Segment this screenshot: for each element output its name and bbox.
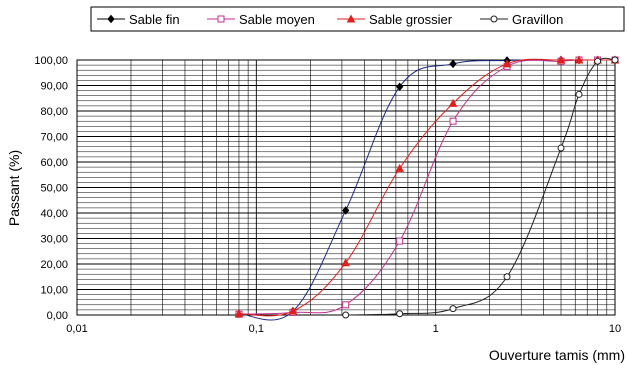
- legend-item: Gravillon: [480, 12, 563, 27]
- legend-label: Sable grossier: [369, 12, 453, 27]
- y-axis-label: Passant (%): [6, 150, 22, 226]
- data-point: [342, 301, 350, 309]
- y-tick-label: 50,00: [40, 183, 68, 195]
- legend-label: Sable fin: [129, 12, 180, 27]
- data-point: [342, 206, 350, 215]
- data-point: [341, 258, 351, 267]
- data-point: [574, 55, 584, 64]
- x-axis-label: Ouverture tamis (mm): [489, 347, 625, 363]
- y-tick-label: 90,00: [40, 81, 68, 93]
- data-point: [396, 310, 404, 318]
- series-gravillon: [342, 56, 619, 319]
- data-point: [288, 306, 298, 315]
- data-point: [342, 311, 350, 319]
- y-tick-label: 10,00: [40, 285, 68, 297]
- y-tick-label: 80,00: [40, 106, 68, 118]
- series-line: [345, 57, 616, 316]
- data-point: [502, 59, 512, 68]
- data-point: [594, 57, 602, 65]
- legend-marker: [490, 15, 498, 23]
- data-point: [611, 56, 619, 64]
- data-point: [449, 117, 457, 125]
- data-point: [449, 305, 457, 313]
- data-point: [503, 273, 511, 281]
- x-tick-label: 0,1: [249, 323, 264, 335]
- x-tick-label: 0,01: [66, 323, 87, 335]
- legend: Sable fin Sable moyen Sable grossier Gravil…: [90, 6, 625, 32]
- legend-item: Sable grossier: [337, 12, 453, 27]
- y-tick-label: 100,00: [34, 55, 68, 67]
- y-tick-label: 20,00: [40, 259, 68, 271]
- legend-marker: [107, 14, 115, 24]
- x-tick-label: 10: [609, 323, 621, 335]
- data-point: [449, 59, 457, 69]
- data-point: [395, 163, 405, 172]
- data-point: [556, 55, 566, 64]
- legend-marker: [217, 15, 225, 23]
- data-point: [396, 82, 404, 92]
- data-point: [557, 144, 565, 152]
- y-tick-label: 70,00: [40, 132, 68, 144]
- legend-label: Sable moyen: [239, 12, 315, 27]
- plot-area: [76, 55, 620, 321]
- legend-label: Gravillon: [512, 12, 563, 27]
- y-axis-ticks: 0,00 10,00 20,00 30,00 40,00 50,00 60,00 70,00 8…: [34, 55, 68, 322]
- y-tick-label: 0,00: [47, 310, 68, 322]
- series-line: [238, 58, 615, 317]
- y-tick-label: 40,00: [40, 208, 68, 220]
- legend-item: Sable moyen: [207, 12, 315, 27]
- legend-marker: [346, 14, 356, 23]
- data-point: [396, 237, 404, 245]
- data-point: [448, 98, 458, 107]
- data-point: [575, 90, 583, 98]
- x-tick-label: 1: [433, 323, 439, 335]
- data-point: [234, 309, 244, 318]
- x-axis-ticks: 0,01 0,1 1 10: [66, 323, 621, 335]
- y-tick-label: 60,00: [40, 157, 68, 169]
- y-tick-label: 30,00: [40, 234, 68, 246]
- legend-item: Sable fin: [97, 12, 180, 27]
